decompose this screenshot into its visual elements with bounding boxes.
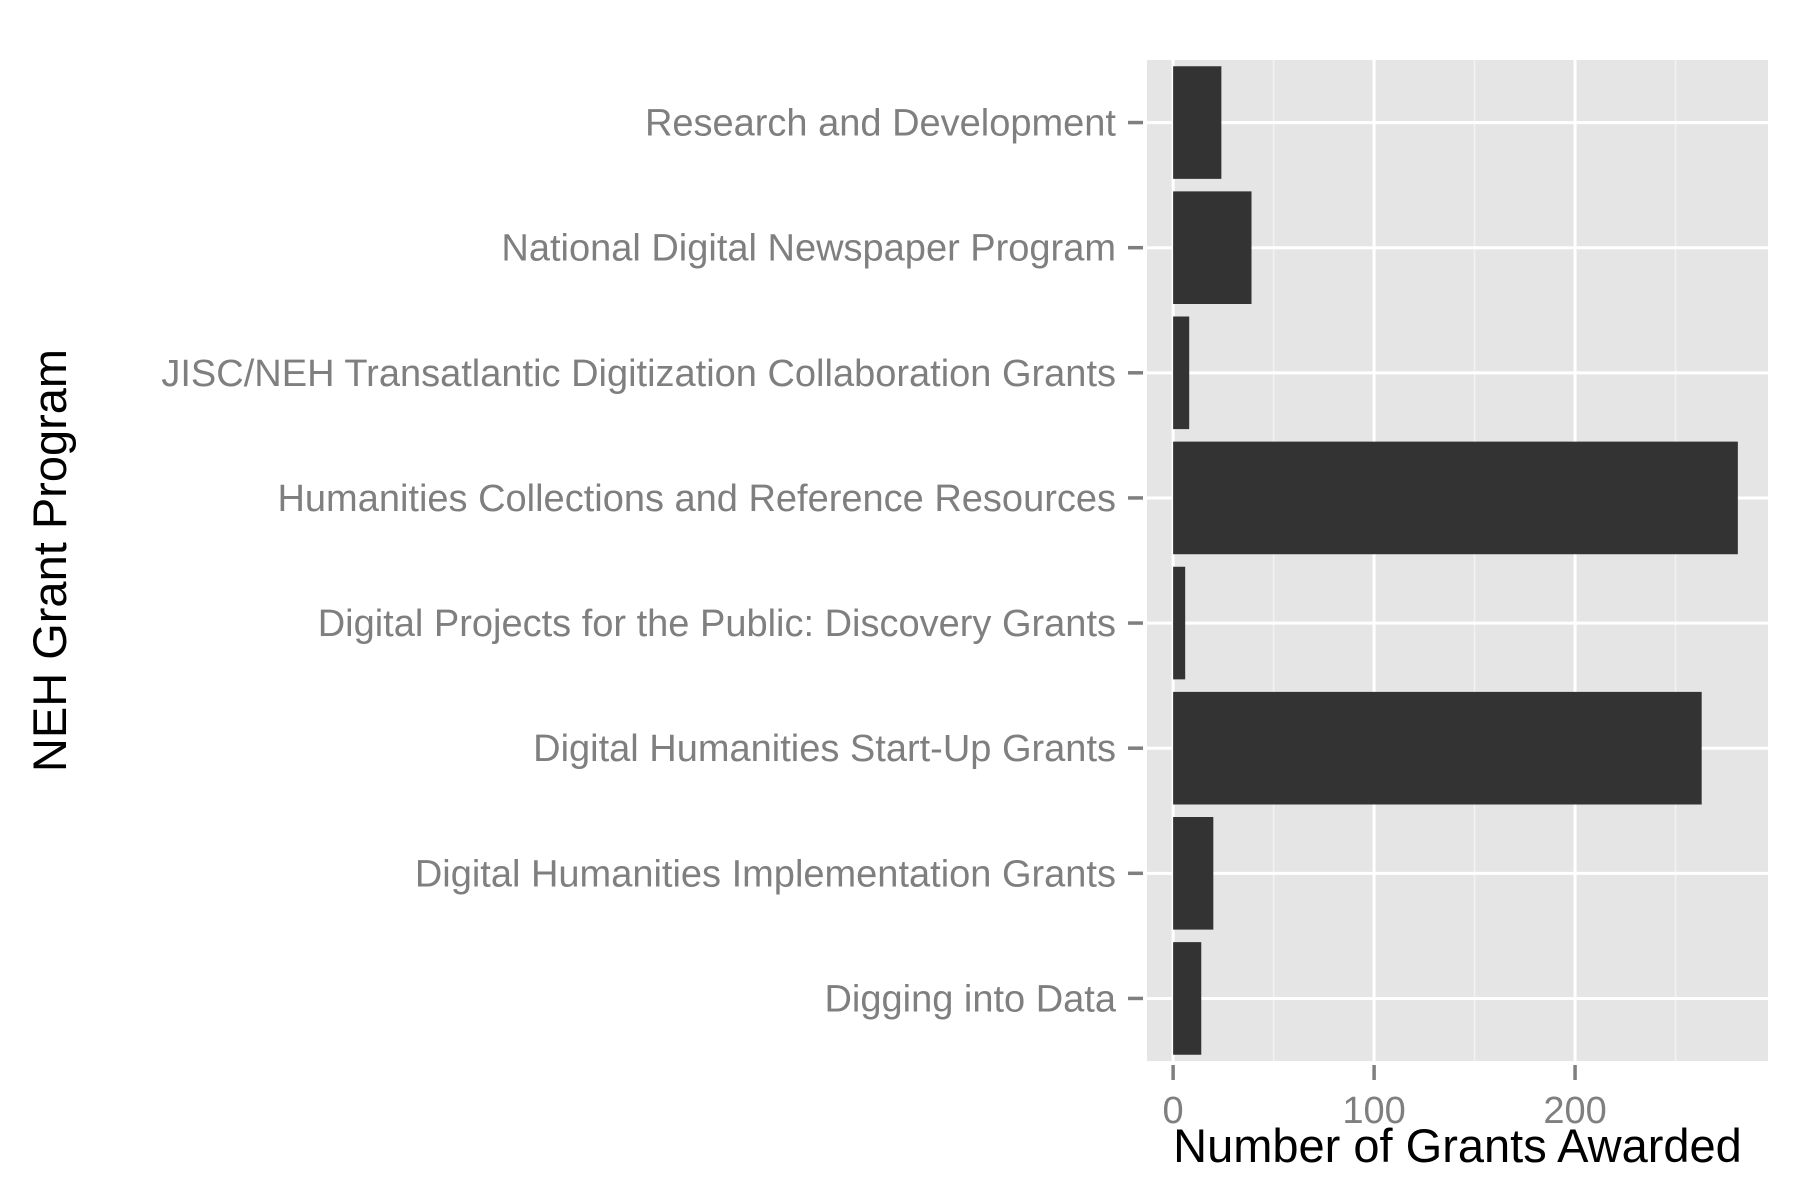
bars (1173, 66, 1738, 1055)
x-tick-label: 200 (1543, 1090, 1606, 1132)
y-tick-label: JISC/NEH Transatlantic Digitization Coll… (161, 353, 1116, 395)
bar (1173, 691, 1702, 805)
y-tick-label: Research and Development (645, 103, 1116, 145)
y-axis-ticks: Research and Development National Digital… (161, 103, 1143, 1020)
x-axis-title: Number of Grants Awarded (1173, 1119, 1742, 1172)
y-tick-label: Digital Projects for the Public: Discove… (318, 603, 1116, 645)
bar (1173, 191, 1252, 304)
y-tick-label: Digging into Data (824, 978, 1116, 1020)
y-tick-label: National Digital Newspaper Program (501, 228, 1116, 270)
bar (1173, 316, 1190, 430)
y-tick-label: Digital Humanities Start-Up Grants (533, 728, 1116, 770)
bar (1173, 817, 1214, 930)
x-axis-ticks: 0 100 200 (1163, 1065, 1607, 1132)
bar (1173, 566, 1186, 680)
bar (1173, 942, 1202, 1055)
x-tick-label: 0 (1163, 1090, 1184, 1132)
y-tick-label: Humanities Collections and Reference Res… (277, 478, 1116, 520)
bar (1173, 66, 1222, 179)
x-tick-label: 100 (1342, 1090, 1405, 1132)
bar (1173, 441, 1738, 555)
y-axis-title: NEH Grant Program (23, 349, 76, 772)
y-tick-label: Digital Humanities Implementation Grants (415, 853, 1116, 895)
